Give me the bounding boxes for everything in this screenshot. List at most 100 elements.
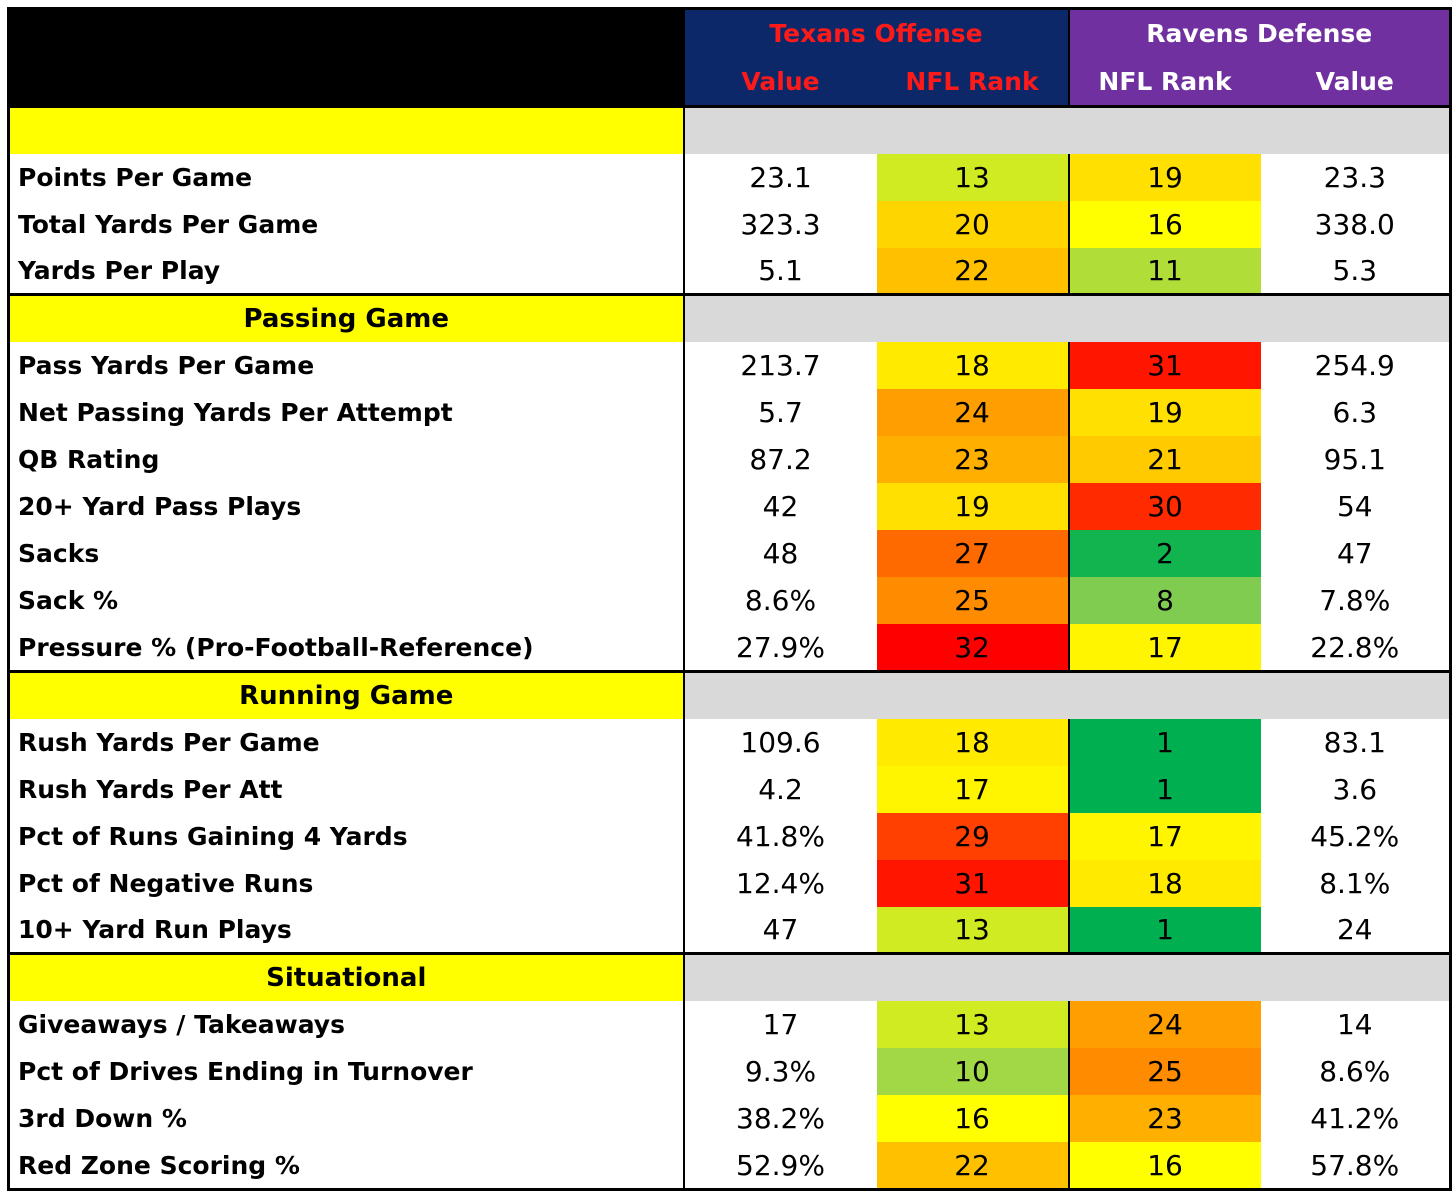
offense-value: 5.7 [758, 396, 803, 430]
table-row: Rush Yards Per Att 4.2 17 1 3.6 [8, 765, 1451, 813]
defense-rank: 18 [1068, 859, 1261, 907]
offense-rank: 29 [876, 812, 1070, 860]
offense-value: 17 [762, 1008, 799, 1042]
table-row: Points Per Game 23.1 13 19 23.3 [8, 153, 1451, 201]
offense-rank: 13 [876, 1001, 1070, 1049]
defense-rank: 1 [1068, 906, 1261, 954]
section-header-row: Situational [8, 952, 1451, 1002]
defense-rank: 17 [1068, 812, 1261, 860]
defense-rank: 24 [1068, 1001, 1261, 1049]
table-row: Pass Yards Per Game 213.7 18 31 254.9 [8, 342, 1451, 390]
defense-value: 41.2% [1310, 1102, 1400, 1136]
defense-value: 45.2% [1310, 819, 1400, 853]
section-header-fill [683, 104, 1451, 154]
table-row: Pressure % (Pro-Football-Reference) 27.9%… [8, 624, 1451, 672]
defense-value: 14 [1336, 1008, 1373, 1042]
defense-rank: 19 [1068, 153, 1261, 201]
defense-rank: 25 [1068, 1048, 1261, 1096]
table-row: Sacks 48 27 2 47 [8, 530, 1451, 578]
stat-label: Pct of Drives Ending in Turnover [8, 1048, 685, 1096]
comparison-table: Texans Offense Ravens Defense Value NFL … [7, 7, 1453, 1191]
stat-label: 20+ Yard Pass Plays [8, 483, 685, 531]
offense-rank: 13 [876, 153, 1070, 201]
stat-label: Net Passing Yards Per Attempt [8, 389, 685, 437]
defense-value: 8.6% [1319, 1055, 1391, 1089]
offense-rank: 27 [876, 530, 1070, 578]
table-row: Net Passing Yards Per Attempt 5.7 24 19 6.3 [8, 389, 1451, 437]
offense-value: 5.1 [758, 254, 803, 288]
defense-rank: 11 [1068, 247, 1261, 295]
defense-rank: 23 [1068, 1095, 1261, 1143]
section-header-fill [683, 293, 1451, 343]
offense-value: 38.2% [736, 1102, 825, 1136]
offense-value: 87.2 [749, 443, 812, 477]
table-row: Sack % 8.6% 25 8 7.8% [8, 577, 1451, 625]
offense-value-header: Value [683, 57, 877, 107]
defense-rank: 1 [1068, 765, 1261, 813]
defense-rank: 1 [1068, 718, 1261, 766]
offense-rank: 13 [876, 906, 1070, 954]
table-row: Total Yards Per Game 323.3 20 16 338.0 [8, 200, 1451, 248]
offense-value: 8.6% [744, 584, 817, 618]
stat-label: Red Zone Scoring % [8, 1142, 685, 1190]
offense-rank: 32 [876, 624, 1070, 672]
defense-value: 3.6 [1332, 772, 1378, 806]
offense-rank: 31 [876, 859, 1070, 907]
offense-value: 48 [762, 537, 799, 571]
offense-rank: 20 [876, 200, 1070, 248]
defense-value: 57.8% [1310, 1148, 1400, 1182]
defense-value: 8.1% [1319, 866, 1391, 900]
offense-value: 4.2 [758, 772, 803, 806]
header-title-row: Texans Offense Ravens Defense [8, 8, 1451, 107]
offense-rank: 22 [876, 247, 1070, 295]
header-corner [8, 8, 685, 107]
table-row: Pct of Drives Ending in Turnover 9.3% 10 25… [8, 1048, 1451, 1096]
offense-value: 42 [762, 490, 799, 524]
offense-value: 213.7 [740, 349, 821, 383]
defense-rank: 8 [1068, 577, 1261, 625]
section-title: Situational [8, 952, 685, 1002]
stat-label: Rush Yards Per Att [8, 765, 685, 813]
offense-value: 41.8% [736, 819, 825, 853]
defense-value: 95.1 [1323, 443, 1386, 477]
table-row: Giveaways / Takeaways 17 13 24 14 [8, 1001, 1451, 1049]
section-header-fill [683, 669, 1451, 719]
defense-value: 6.3 [1332, 396, 1378, 430]
defense-value: 54 [1336, 490, 1373, 524]
table-row: 20+ Yard Pass Plays 42 19 30 54 [8, 483, 1451, 531]
section-title: Passing Game [8, 293, 685, 343]
defense-rank: 21 [1068, 436, 1261, 484]
section-header-fill [683, 952, 1451, 1002]
offense-value: 109.6 [740, 725, 821, 759]
offense-rank: 18 [876, 718, 1070, 766]
table-body: Texans Offense Ravens Defense Value NFL … [8, 8, 1451, 1190]
table-row: Red Zone Scoring % 52.9% 22 16 57.8% [8, 1142, 1451, 1190]
offense-rank: 22 [876, 1142, 1070, 1190]
table-row: 10+ Yard Run Plays 47 13 1 24 [8, 906, 1451, 954]
table-row: 3rd Down % 38.2% 16 23 41.2% [8, 1095, 1451, 1143]
offense-rank: 17 [876, 765, 1070, 813]
stat-label: Total Yards Per Game [8, 200, 685, 248]
stat-label: 10+ Yard Run Plays [8, 906, 685, 954]
stat-label: Sacks [8, 530, 685, 578]
stat-label: Pass Yards Per Game [8, 342, 685, 390]
section-header-row: Running Game [8, 669, 1451, 719]
stat-label: Points Per Game [8, 153, 685, 201]
stat-label: Yards Per Play [8, 247, 685, 295]
defense-rank-header: NFL Rank [1068, 57, 1261, 107]
defense-value: 24 [1336, 913, 1373, 947]
stat-label: Pct of Negative Runs [8, 859, 685, 907]
table-row: QB Rating 87.2 23 21 95.1 [8, 436, 1451, 484]
offense-value: 47 [762, 913, 799, 947]
defense-team-title: Ravens Defense [1068, 8, 1451, 58]
defense-rank: 16 [1068, 1142, 1261, 1190]
stat-label: Rush Yards Per Game [8, 718, 685, 766]
stat-label: Giveaways / Takeaways [8, 1001, 685, 1049]
offense-rank: 24 [876, 389, 1070, 437]
offense-rank: 19 [876, 483, 1070, 531]
stat-label: Pct of Runs Gaining 4 Yards [8, 812, 685, 860]
defense-value: 23.3 [1323, 160, 1386, 194]
offense-rank-header: NFL Rank [876, 57, 1070, 107]
offense-value: 323.3 [740, 207, 821, 241]
offense-value: 27.9% [736, 630, 825, 664]
